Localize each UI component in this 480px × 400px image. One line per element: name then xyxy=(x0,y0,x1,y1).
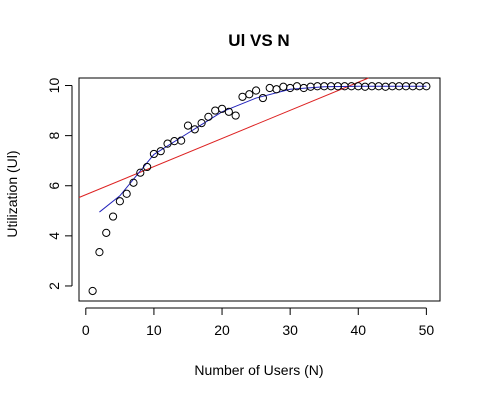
data-point xyxy=(251,86,261,95)
data-point xyxy=(197,119,206,128)
x-tick-label: 0 xyxy=(82,322,90,338)
data-point xyxy=(231,111,240,120)
data-point xyxy=(136,168,145,177)
data-point xyxy=(360,82,370,91)
data-points xyxy=(88,82,431,296)
data-point xyxy=(381,82,390,91)
y-tick-label: 6 xyxy=(46,182,62,190)
x-axis-label: Number of Users (N) xyxy=(194,362,323,378)
data-point xyxy=(422,82,431,91)
data-point xyxy=(122,189,131,198)
smooth-curve-line xyxy=(99,85,427,213)
data-point xyxy=(183,121,193,130)
y-tick-label: 2 xyxy=(46,282,62,290)
data-point xyxy=(204,112,213,121)
chart-title: Ul VS N xyxy=(228,31,289,50)
data-point xyxy=(217,104,227,113)
data-point xyxy=(286,83,295,93)
data-point xyxy=(129,178,138,187)
y-tick-label: 10 xyxy=(46,78,62,94)
data-point xyxy=(88,286,97,296)
linear-fit-line xyxy=(78,77,369,198)
data-point xyxy=(279,82,288,91)
y-tick-label: 4 xyxy=(46,232,62,240)
data-point xyxy=(102,228,111,237)
data-point xyxy=(177,136,186,145)
data-point xyxy=(143,162,152,172)
plot-frame xyxy=(78,77,441,302)
data-point xyxy=(149,149,159,159)
x-tick-label: 30 xyxy=(282,322,298,338)
data-point xyxy=(238,92,247,101)
data-point xyxy=(95,248,104,257)
y-tick-label: 8 xyxy=(46,132,62,140)
data-point xyxy=(272,85,281,94)
data-point xyxy=(115,197,124,206)
data-point xyxy=(306,82,315,91)
x-tick-label: 40 xyxy=(350,322,366,338)
data-point xyxy=(190,125,199,134)
data-point xyxy=(245,90,254,99)
data-point xyxy=(156,147,165,156)
data-point xyxy=(108,212,118,221)
data-point xyxy=(224,107,233,116)
x-axis: 0 10 20 30 40 50 xyxy=(82,307,435,338)
y-axis-label: Utilization (Ul) xyxy=(4,150,20,237)
data-point xyxy=(258,93,268,103)
x-tick-label: 50 xyxy=(419,322,435,338)
x-tick-label: 20 xyxy=(214,322,230,338)
data-point xyxy=(265,83,274,93)
x-tick-label: 10 xyxy=(146,322,162,338)
y-axis: 2 4 6 8 10 xyxy=(46,78,73,290)
data-point xyxy=(211,106,220,115)
data-point xyxy=(313,82,322,91)
plot-area xyxy=(78,77,431,296)
